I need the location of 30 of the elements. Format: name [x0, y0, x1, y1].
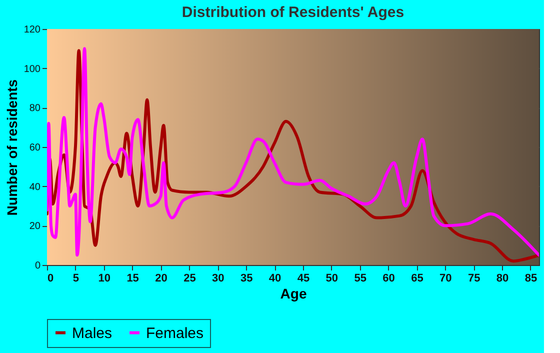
x-tick-label: 15 [126, 272, 139, 284]
x-tick-label: 50 [326, 272, 338, 284]
chart-title: Distribution of Residents' Ages [182, 4, 404, 21]
y-tick-label: 0 [34, 260, 41, 272]
x-tick-label: 0 [48, 272, 54, 284]
x-tick-label: 35 [240, 272, 253, 284]
legend-label: Males [72, 324, 112, 342]
y-tick-label: 100 [24, 64, 41, 75]
x-tick-label: 75 [468, 272, 480, 284]
x-tick-label: 60 [382, 272, 395, 284]
x-tick-label: 20 [155, 272, 168, 284]
x-tick-label: 10 [98, 272, 111, 284]
x-axis-title: Age [280, 286, 307, 302]
legend-label: Females [146, 324, 204, 342]
x-tick-label: 65 [411, 272, 424, 284]
y-tick-label: 120 [24, 24, 41, 36]
x-tick-label: 70 [440, 272, 452, 284]
x-tick-label: 30 [212, 272, 224, 284]
y-tick-label: 60 [29, 142, 41, 154]
x-tick-label: 25 [184, 272, 196, 284]
y-tick-label: 20 [29, 221, 41, 232]
y-tick-label: 80 [29, 103, 41, 114]
x-tick-label: 45 [297, 272, 310, 284]
x-tick-label: 55 [354, 272, 366, 284]
y-axis-title: Number of residents [4, 79, 20, 216]
x-tick-label: 80 [496, 272, 509, 284]
y-tick-label: 40 [29, 182, 41, 193]
x-tick-label: 85 [524, 272, 538, 284]
x-tick-label: 40 [268, 272, 282, 284]
x-tick-label: 5 [72, 272, 79, 284]
